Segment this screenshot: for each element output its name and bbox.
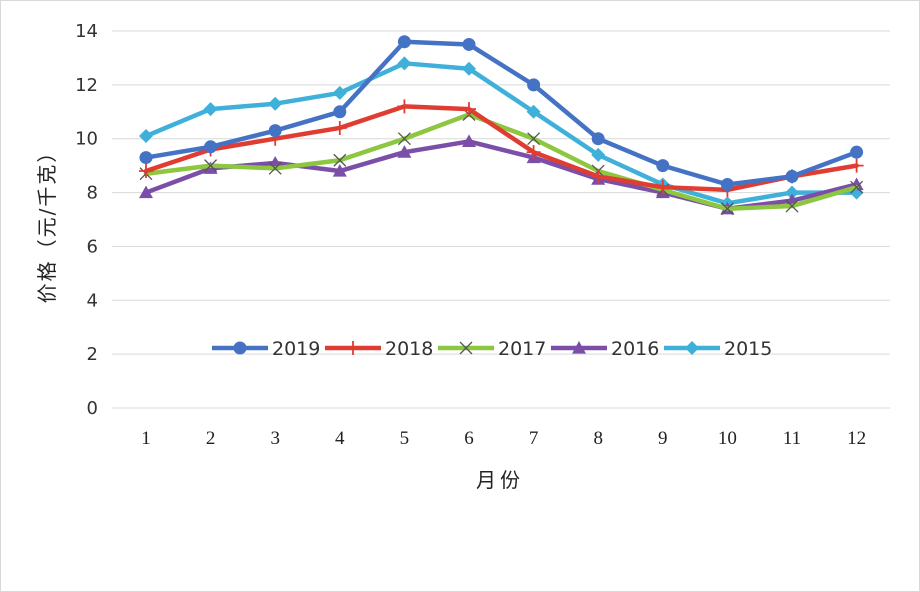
data-point-2015-5 [397,56,412,71]
x-tick-label: 9 [658,428,668,449]
legend-item-2016: 2016 [551,338,659,360]
data-point-2016-5 [397,145,412,158]
x-tick-label: 4 [335,428,345,449]
data-point-2015-11 [785,185,799,200]
x-tick-label: 1 [141,428,151,449]
y-axis-label: 价格（元/千克） [35,141,59,304]
data-point-2019-12 [850,145,864,159]
data-point-2019-6 [462,37,476,51]
legend-marker-2016 [572,341,586,354]
legend-label: 2019 [272,338,320,360]
series-line-2019 [143,39,859,187]
data-point-2017-3 [268,161,282,175]
data-point-2015-1 [139,129,153,144]
data-point-2019-9 [656,159,670,173]
x-tick-label: 11 [783,428,801,449]
x-tick-label: 7 [529,428,539,449]
data-point-2015-7 [526,104,541,119]
data-point-2017-4 [333,153,347,167]
data-point-2018-1 [139,164,153,179]
y-tick-label: 6 [87,236,98,257]
x-axis-label: 月份 [476,468,524,492]
legend-item-2015: 2015 [664,338,772,360]
x-tick-label: 2 [206,428,216,449]
legend-label: 2017 [498,338,546,360]
series-group [139,35,864,216]
legend: 2019 2018 2017 2016 2015 [212,338,772,360]
y-tick-label: 2 [87,344,98,365]
data-point-2016-6 [462,134,476,148]
x-tick-label: 8 [593,428,603,449]
x-tick-label: 5 [400,428,410,449]
legend-marker-2019 [233,341,247,355]
legend-marker-2017 [459,341,473,355]
data-point-2019-1 [139,151,153,165]
series-line-2015 [143,61,859,206]
data-point-2016-1 [139,185,153,199]
legend-item-2018: 2018 [325,338,433,360]
legend-item-2019: 2019 [212,338,320,360]
y-tick-label: 8 [87,183,98,204]
data-point-2017-10 [720,202,734,216]
data-point-2015-8 [591,147,606,162]
data-point-2015-2 [203,102,218,117]
data-point-2017-11 [785,199,799,213]
series-2016 [139,134,864,215]
data-point-2018-8 [591,169,606,184]
data-point-2019-4 [333,105,347,119]
x-tick-labels: 1 2 3 4 5 6 7 8 9 10 11 12 [141,428,866,449]
data-point-2019-3 [268,124,282,138]
data-point-2015-3 [268,96,283,111]
x-tick-label: 12 [847,428,866,449]
data-point-2019-7 [527,78,541,92]
data-point-2017-12 [850,180,864,194]
data-point-2017-7 [527,132,541,146]
y-tick-label: 10 [75,129,98,150]
data-point-2015-6 [462,61,476,76]
x-tick-label: 6 [464,428,474,449]
data-point-2018-12 [849,158,864,173]
data-point-2017-2 [204,159,218,173]
data-point-2018-7 [526,145,541,160]
y-tick-label: 0 [87,398,98,419]
legend-marker-2015 [685,341,699,355]
data-point-2018-9 [655,180,670,195]
y-tick-label: 12 [75,75,98,96]
legend-label: 2015 [724,338,772,360]
data-point-2019-5 [397,35,411,49]
data-point-2015-4 [332,85,347,100]
x-tick-label: 10 [718,428,737,449]
data-point-2016-4 [332,164,347,177]
y-tick-label: 14 [75,21,98,42]
legend-label: 2018 [385,338,433,360]
x-tick-label: 3 [270,428,280,449]
series-line-2017 [143,112,859,211]
legend-label: 2016 [611,338,659,360]
y-tick-label: 4 [87,290,98,311]
series-2017 [139,108,864,216]
legend-item-2017: 2017 [438,338,546,360]
data-point-2019-2 [204,140,218,154]
data-point-2017-5 [397,132,411,146]
series-2019 [139,35,864,191]
data-point-2019-11 [785,169,799,183]
data-point-2019-10 [720,177,734,191]
y-tick-labels: 0 2 4 6 8 10 12 14 [75,21,98,419]
data-point-2018-5 [397,99,412,114]
data-point-2018-6 [462,102,476,117]
data-point-2018-4 [332,120,347,135]
data-point-2019-8 [591,132,605,146]
legend-marker-2018 [346,341,360,355]
series-line-2018 [143,104,859,193]
